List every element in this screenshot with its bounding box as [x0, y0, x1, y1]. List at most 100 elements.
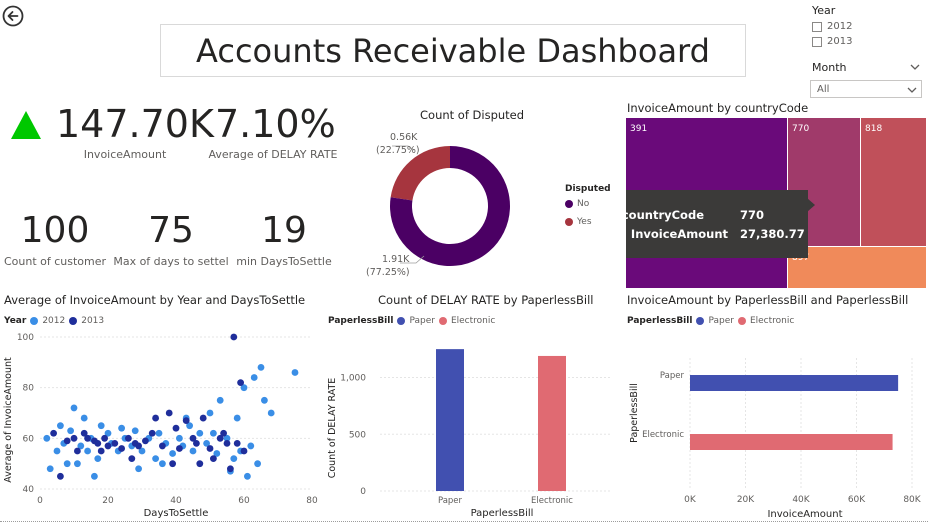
- scatter-point-2012[interactable]: [261, 396, 268, 404]
- bar-electronic[interactable]: [538, 355, 566, 491]
- scatter-point-2012[interactable]: [159, 460, 166, 468]
- scatter-point-2012[interactable]: [104, 429, 112, 437]
- year-option-2013[interactable]: 2013: [812, 34, 852, 49]
- scatter-point-2012[interactable]: [230, 455, 238, 462]
- scatter-point-2012[interactable]: [135, 465, 143, 473]
- scatter-point-2012[interactable]: [223, 434, 231, 442]
- scatter-point-2013[interactable]: [169, 460, 177, 468]
- scatter-point-2013[interactable]: [193, 440, 200, 447]
- scatter-point-2012[interactable]: [203, 440, 211, 447]
- scatter-point-2012[interactable]: [57, 422, 64, 430]
- scatter-point-2013[interactable]: [182, 417, 190, 424]
- month-dropdown[interactable]: All: [810, 80, 922, 98]
- treemap-chart[interactable]: 391 406 770 818 897: [626, 118, 926, 288]
- scatter-point-2013[interactable]: [237, 379, 245, 386]
- scatter-point-2013[interactable]: [176, 445, 183, 452]
- scatter-point-2013[interactable]: [189, 434, 197, 442]
- scatter-point-2013[interactable]: [240, 447, 248, 455]
- hbar-chart[interactable]: 0K 20K 40K 60K 80K Paper Electronic InvoiceAmo…: [620, 328, 928, 520]
- scatter-point-2012[interactable]: [97, 422, 105, 430]
- scatter-point-2012[interactable]: [233, 414, 241, 422]
- legend-item-yes[interactable]: Yes: [565, 217, 592, 227]
- chevron-down-icon[interactable]: [910, 63, 920, 71]
- scatter-point-2013[interactable]: [97, 447, 105, 455]
- scatter-point-2012[interactable]: [138, 447, 146, 455]
- legend-label[interactable]: Paper: [409, 316, 435, 326]
- donut-slice-yes[interactable]: [390, 146, 450, 201]
- scatter-point-2013[interactable]: [216, 434, 224, 442]
- scatter-point-2012[interactable]: [254, 460, 261, 468]
- scatter-point-2013[interactable]: [84, 434, 91, 442]
- scatter-point-2013[interactable]: [199, 414, 207, 422]
- scatter-point-2012[interactable]: [291, 369, 299, 376]
- scatter-point-2013[interactable]: [210, 455, 217, 462]
- scatter-point-2012[interactable]: [257, 364, 265, 371]
- scatter-point-2013[interactable]: [63, 437, 71, 445]
- scatter-point-2013[interactable]: [101, 434, 108, 442]
- scatter-point-2012[interactable]: [176, 434, 183, 442]
- year-option-2012[interactable]: 2012: [812, 19, 852, 34]
- checkbox[interactable]: [812, 36, 822, 47]
- scatter-point-2012[interactable]: [155, 429, 163, 437]
- checkbox[interactable]: [812, 21, 822, 32]
- scatter-point-2013[interactable]: [206, 445, 214, 452]
- legend-label[interactable]: Electronic: [749, 316, 795, 326]
- vbar-chart[interactable]: 0 500 1,000 Paper Electronic PaperlessBill C…: [320, 328, 620, 520]
- legend-label[interactable]: Paper: [708, 316, 734, 326]
- legend-label[interactable]: 2012: [42, 316, 66, 326]
- donut-slice-no[interactable]: [390, 146, 510, 266]
- scatter-point-2013[interactable]: [142, 437, 149, 445]
- scatter-point-2012[interactable]: [94, 455, 102, 462]
- scatter-point-2013[interactable]: [172, 424, 180, 432]
- scatter-point-2013[interactable]: [165, 409, 173, 417]
- scatter-point-2013[interactable]: [148, 429, 156, 437]
- scatter-point-2013[interactable]: [124, 434, 132, 442]
- treemap-tile[interactable]: 897: [788, 247, 926, 288]
- scatter-point-2013[interactable]: [57, 472, 64, 480]
- donut-chart[interactable]: [380, 128, 550, 283]
- scatter-point-2012[interactable]: [63, 460, 71, 468]
- scatter-point-2013[interactable]: [94, 440, 102, 447]
- scatter-point-2012[interactable]: [80, 414, 88, 422]
- scatter-point-2013[interactable]: [159, 442, 166, 450]
- scatter-point-2012[interactable]: [74, 460, 81, 468]
- scatter-point-2013[interactable]: [220, 429, 228, 437]
- scatter-point-2012[interactable]: [206, 409, 214, 417]
- scatter-point-2012[interactable]: [77, 442, 85, 450]
- scatter-point-2013[interactable]: [50, 429, 57, 437]
- scatter-point-2012[interactable]: [244, 472, 251, 480]
- scatter-point-2012[interactable]: [267, 409, 275, 417]
- scatter-point-2012[interactable]: [91, 472, 98, 480]
- scatter-point-2013[interactable]: [74, 447, 81, 455]
- scatter-point-2012[interactable]: [53, 447, 61, 455]
- bar-paper[interactable]: [436, 349, 464, 491]
- scatter-point-2013[interactable]: [223, 440, 231, 447]
- scatter-point-2013[interactable]: [80, 429, 88, 437]
- scatter-point-2012[interactable]: [240, 384, 248, 392]
- scatter-point-2013[interactable]: [233, 440, 241, 447]
- scatter-point-2012[interactable]: [46, 465, 54, 473]
- scatter-point-2013[interactable]: [152, 414, 160, 422]
- scatter-point-2012[interactable]: [84, 447, 91, 455]
- scatter-point-2013[interactable]: [230, 333, 238, 341]
- legend-label[interactable]: 2013: [81, 316, 105, 326]
- treemap-tile[interactable]: 818: [861, 118, 926, 246]
- scatter-point-2013[interactable]: [104, 442, 112, 450]
- legend-item-no[interactable]: No: [565, 199, 589, 209]
- scatter-point-2012[interactable]: [70, 404, 78, 412]
- scatter-point-2013[interactable]: [70, 434, 78, 442]
- scatter-point-2012[interactable]: [186, 422, 194, 430]
- scatter-point-2012[interactable]: [247, 442, 255, 450]
- scatter-point-2013[interactable]: [227, 465, 234, 473]
- scatter-point-2013[interactable]: [128, 455, 136, 462]
- legend-label[interactable]: Electronic: [450, 316, 496, 326]
- scatter-point-2013[interactable]: [196, 460, 204, 468]
- scatter-point-2013[interactable]: [111, 440, 119, 447]
- scatter-point-2013[interactable]: [118, 445, 125, 452]
- scatter-point-2013[interactable]: [135, 442, 143, 450]
- scatter-point-2012[interactable]: [152, 455, 160, 462]
- scatter-point-2012[interactable]: [43, 434, 51, 442]
- scatter-point-2012[interactable]: [216, 396, 224, 404]
- scatter-point-2012[interactable]: [189, 447, 197, 455]
- scatter-point-2012[interactable]: [169, 450, 177, 457]
